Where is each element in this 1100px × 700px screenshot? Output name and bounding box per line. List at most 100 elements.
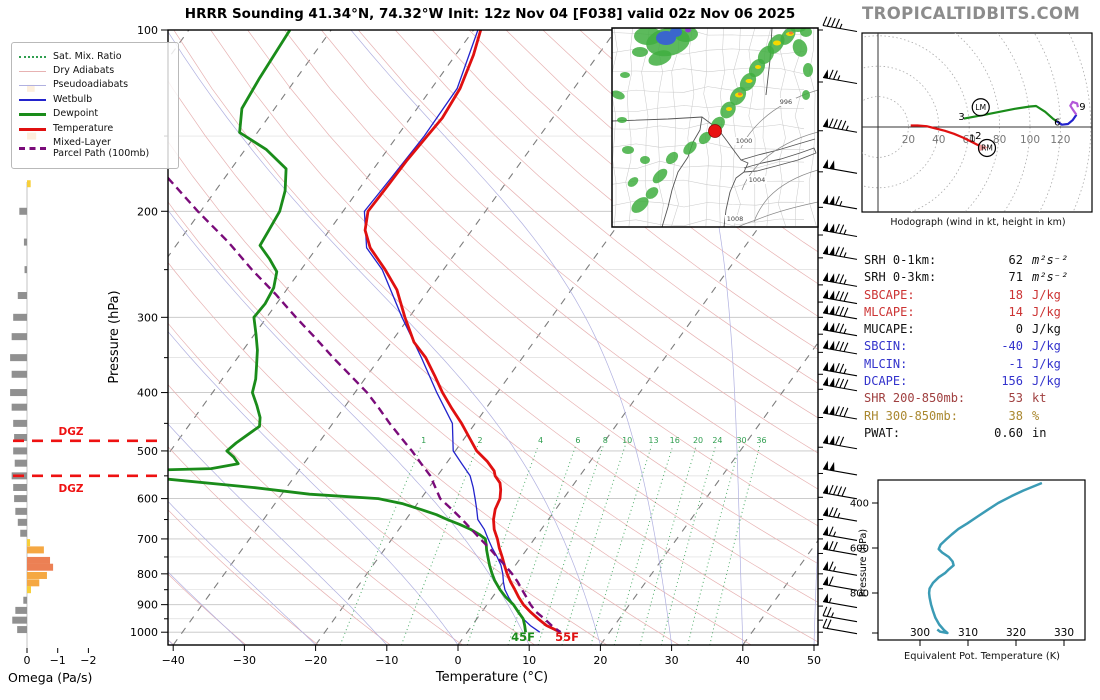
stat-value: 38 (1008, 408, 1023, 423)
omega-bar (13, 447, 27, 455)
stat-value: 0.60 (994, 425, 1023, 440)
svg-text:9: 9 (1079, 102, 1085, 113)
stat-row-mlcin: MLCIN: -1 J/kg (864, 356, 1094, 373)
stat-value: 14 (1008, 304, 1023, 319)
svg-text:10: 10 (622, 436, 632, 445)
svg-text:0: 0 (455, 654, 462, 667)
theta-e-curve (927, 481, 1043, 635)
stat-row-pwat: PWAT: 0.60 in (864, 425, 1094, 442)
stat-row-sbcape: SBCAPE: 18 J/kg (864, 287, 1094, 304)
omega-bar (14, 434, 27, 442)
svg-text:24: 24 (712, 436, 722, 445)
svg-text:40: 40 (932, 134, 945, 146)
omega-bar (11, 333, 27, 341)
svg-text:13: 13 (648, 436, 658, 445)
stats-panel: SRH 0-1km: 62 m²s⁻² SRH 0-3km: 71 m²s⁻² SBCAPE… (864, 252, 1094, 442)
temperature-axis-label: Temperature (°C) (435, 670, 548, 685)
dewpoint-curve (168, 30, 527, 633)
skewt-background: 1 2 4 6 8 10 13 16 20 24 30 36 (168, 30, 818, 645)
omega-bar (13, 313, 27, 321)
stat-value: 62 (1008, 253, 1023, 267)
stat-row-rh300-850mb: RH 300-850mb: 38% (864, 408, 1094, 425)
legend-item-dry: Dry Adiabats (19, 65, 171, 77)
omega-bar (13, 419, 27, 427)
isobar-label: 1008 (727, 215, 744, 223)
sounding-curves (168, 30, 562, 634)
svg-text:120: 120 (1050, 134, 1070, 146)
stat-label: SBCIN: (864, 339, 908, 354)
svg-text:30: 30 (665, 654, 679, 667)
omega-bar (13, 483, 27, 491)
surface-temp-label: 55F (555, 630, 579, 644)
stat-unit: kt (1032, 391, 1047, 406)
omega-bar (17, 292, 27, 300)
isobar-label: 1000 (736, 137, 753, 145)
svg-text:20: 20 (902, 134, 915, 146)
stat-value: -1 (1008, 356, 1023, 371)
hodograph-trace-6-9km (1055, 114, 1078, 126)
legend-item-temperature: Temperature (19, 123, 171, 135)
stat-row-srh0-3km: SRH 0-3km: 71 m²s⁻² (864, 269, 1094, 286)
omega-bar (27, 563, 54, 571)
stat-row-dcape: DCAPE: 156 J/kg (864, 373, 1094, 390)
stat-unit: J/kg (1032, 356, 1061, 371)
stat-label: PWAT: (864, 425, 901, 440)
satmix-line-sample (19, 55, 46, 58)
omega-bar (11, 370, 27, 378)
svg-text:300: 300 (137, 311, 158, 324)
svg-text:DGZ: DGZ (59, 426, 84, 438)
omega-bar (10, 389, 27, 397)
hodograph-trace-0-3km (910, 124, 982, 148)
svg-text:−30: −30 (233, 654, 256, 667)
stat-label: MLCIN: (864, 356, 908, 371)
omega-bar (19, 207, 27, 215)
hodograph-caption: Hodograph (wind in kt, height in km) (890, 217, 1066, 228)
omega-bar (17, 626, 27, 634)
stat-value: 71 (1008, 270, 1023, 285)
dry-line-sample (19, 70, 46, 72)
legend-label: Dewpoint (53, 108, 99, 120)
pressure-axis-label: Pressure (hPa) (107, 290, 122, 383)
svg-text:700: 700 (137, 533, 158, 546)
stat-value: 53 (1008, 391, 1023, 406)
stat-row-mucape: MUCAPE: 0 J/kg (864, 321, 1094, 338)
svg-text:6: 6 (1054, 117, 1060, 128)
svg-text:30: 30 (736, 436, 746, 445)
stat-unit: in (1032, 425, 1047, 440)
omega-bar (27, 579, 40, 587)
omega-bar (27, 180, 31, 188)
svg-text:2: 2 (975, 131, 981, 142)
svg-text:400: 400 (137, 387, 158, 400)
svg-text:−10: −10 (375, 654, 398, 667)
temperature-line-sample (19, 127, 46, 131)
site-logo: TROPICALTIDBITS.COM (862, 4, 1081, 23)
svg-text:6: 6 (575, 436, 580, 445)
legend-item-dewpoint: Dewpoint (19, 108, 171, 120)
stat-unit: J/kg (1032, 322, 1061, 337)
station-marker (708, 124, 722, 138)
stat-unit: J/kg (1032, 304, 1061, 319)
stat-value: -40 (1001, 339, 1023, 354)
svg-text:50: 50 (807, 654, 821, 667)
stat-label: DCAPE: (864, 374, 908, 389)
svg-text:1: 1 (969, 133, 975, 144)
skewt-axes: −40 −30 −20 −10 0 10 20 30 40 50 100 200 300 400 500 60… (107, 24, 821, 685)
isobar-label: 996 (780, 98, 792, 106)
svg-text:200: 200 (137, 205, 158, 218)
svg-text:−1: −1 (50, 654, 66, 667)
radar-map-inset: 996 1000 1004 1008 (611, 27, 819, 228)
svg-text:−2: −2 (80, 654, 96, 667)
svg-text:0: 0 (24, 654, 31, 667)
svg-text:1000: 1000 (130, 626, 158, 639)
legend-label: Pseudoadiabats (53, 79, 129, 91)
svg-text:500: 500 (137, 445, 158, 458)
svg-text:100: 100 (1020, 134, 1040, 146)
svg-text:400: 400 (850, 499, 869, 510)
omega-bar (10, 354, 27, 362)
stat-row-shr200-850mb: SHR 200-850mb: 53 kt (864, 390, 1094, 407)
svg-text:310: 310 (958, 627, 978, 639)
svg-text:36: 36 (756, 436, 766, 445)
temperature-curve (363, 30, 562, 634)
